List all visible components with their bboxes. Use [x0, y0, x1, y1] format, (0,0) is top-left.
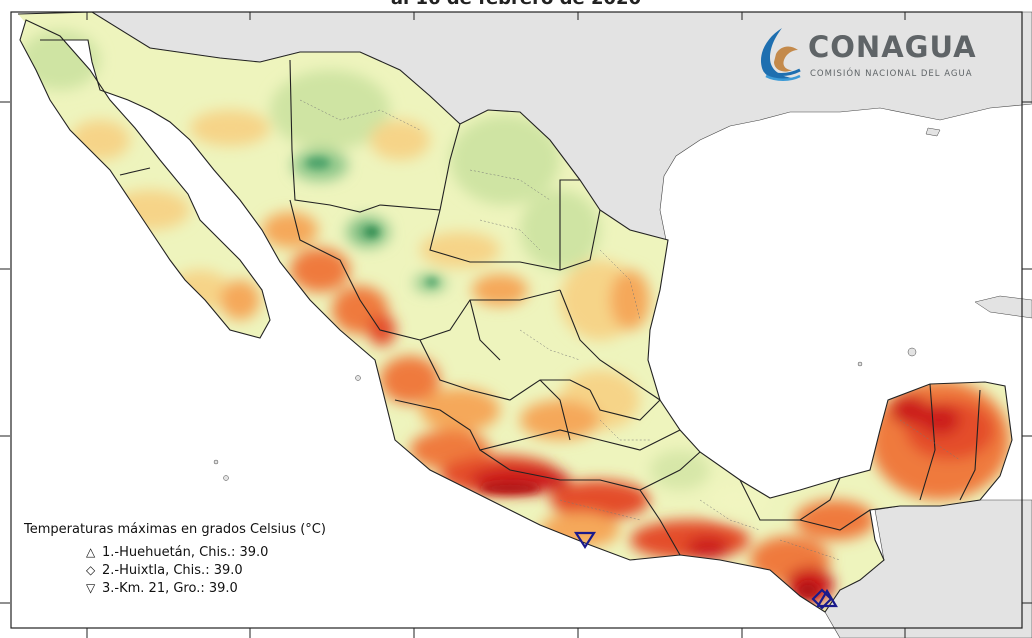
- legend-item: ▽ 3.-Km. 21, Gro.: 39.0: [86, 581, 238, 599]
- legend-item-text: 3.-Km. 21, Gro.: 39.0: [102, 581, 238, 596]
- map-frame: [10, 11, 1023, 629]
- state-boundaries: [17, 11, 1013, 613]
- conagua-logo: CONAGUA COMISIÓN NACIONAL DEL AGUA: [752, 24, 992, 88]
- logo-subtitle: COMISIÓN NACIONAL DEL AGUA: [810, 69, 973, 79]
- diamond-icon: ◇: [86, 563, 96, 577]
- map-title: al 16 de febrero de 2020: [0, 0, 1032, 9]
- conagua-emblem-icon: [760, 28, 801, 81]
- legend-item-text: 1.-Huehuetán, Chis.: 39.0: [102, 545, 269, 560]
- legend: Temperaturas máximas en grados Celsius (…: [24, 522, 344, 602]
- station-marker-huehuetan: [816, 588, 838, 608]
- legend-item: ◇ 2.-Huixtla, Chis.: 39.0: [86, 563, 243, 581]
- municipal-boundaries: [299, 99, 961, 561]
- legend-item-text: 2.-Huixtla, Chis.: 39.0: [102, 563, 243, 578]
- axis-ticks: [0, 12, 1032, 638]
- triangle-up-icon: △: [86, 545, 96, 559]
- legend-title: Temperaturas máximas en grados Celsius (…: [24, 522, 326, 537]
- legend-item: △ 1.-Huehuetán, Chis.: 39.0: [86, 545, 268, 563]
- logo-name: CONAGUA: [808, 30, 977, 64]
- station-marker-km21: [573, 531, 597, 550]
- station-marker-huixtla: [811, 588, 833, 610]
- station-markers: [573, 531, 838, 610]
- triangle-down-icon: ▽: [86, 581, 96, 595]
